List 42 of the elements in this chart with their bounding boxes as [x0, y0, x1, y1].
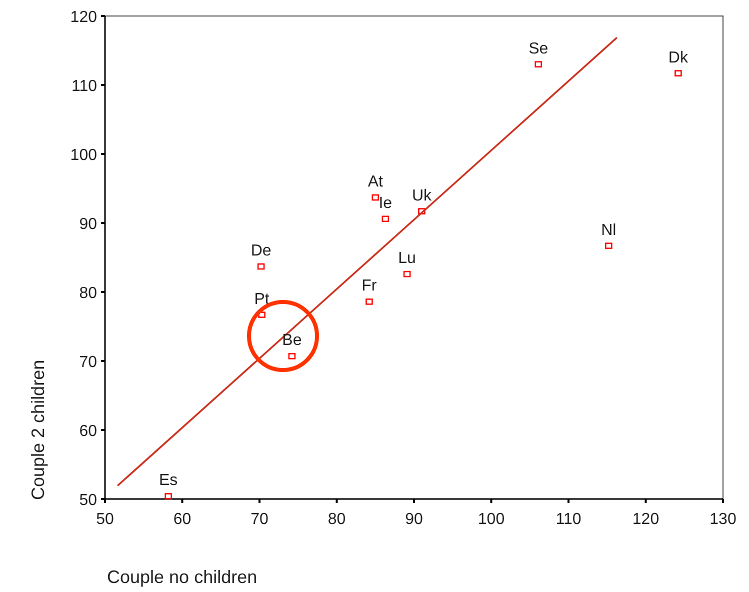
- x-tick-label: 80: [328, 511, 346, 528]
- x-tick-label: 70: [250, 511, 268, 528]
- y-axis-title: Couple 2 children: [28, 360, 48, 500]
- x-tick-label: 130: [710, 511, 736, 528]
- y-tick-label: 110: [71, 78, 98, 95]
- y-tick-label: 70: [79, 354, 98, 371]
- y-tick-label: 80: [79, 285, 98, 302]
- annotation: Ie: [378, 194, 392, 212]
- annotation: Dk: [668, 49, 689, 66]
- x-tick-label: 100: [478, 511, 505, 528]
- point: [418, 208, 426, 214]
- x-tick-label: 90: [405, 511, 423, 528]
- x-tick-label: 110: [556, 511, 582, 528]
- point: [257, 263, 265, 270]
- point: [674, 70, 682, 76]
- annotation: Es: [159, 472, 178, 490]
- point: [403, 270, 411, 278]
- annotation: Uk: [412, 187, 432, 204]
- point: [605, 242, 612, 249]
- point: [288, 353, 296, 360]
- point: [382, 216, 390, 222]
- annotation: Nl: [601, 222, 616, 239]
- x-axis-title: Couple no children: [107, 567, 258, 587]
- x-tick-label: 60: [173, 511, 192, 528]
- annotation: Pt: [254, 290, 270, 308]
- annotation: De: [250, 242, 272, 260]
- y-tick-label: 120: [70, 9, 98, 26]
- annotation: Lu: [398, 250, 416, 268]
- annotation: Be: [282, 332, 302, 350]
- x-tick-label: 50: [96, 511, 114, 528]
- y-tick-label: 90: [79, 216, 98, 233]
- annotation: At: [368, 173, 384, 190]
- annotation: Fr: [362, 278, 378, 295]
- point: [534, 61, 542, 68]
- point: [164, 493, 172, 500]
- point: [366, 298, 373, 305]
- y-tick-label: 60: [79, 423, 98, 440]
- annotation: Se: [528, 40, 548, 58]
- x-tick-label: 120: [632, 511, 660, 528]
- y-tick-label: 100: [70, 147, 98, 164]
- point: [372, 194, 380, 201]
- y-tick-label: 50: [79, 492, 98, 509]
